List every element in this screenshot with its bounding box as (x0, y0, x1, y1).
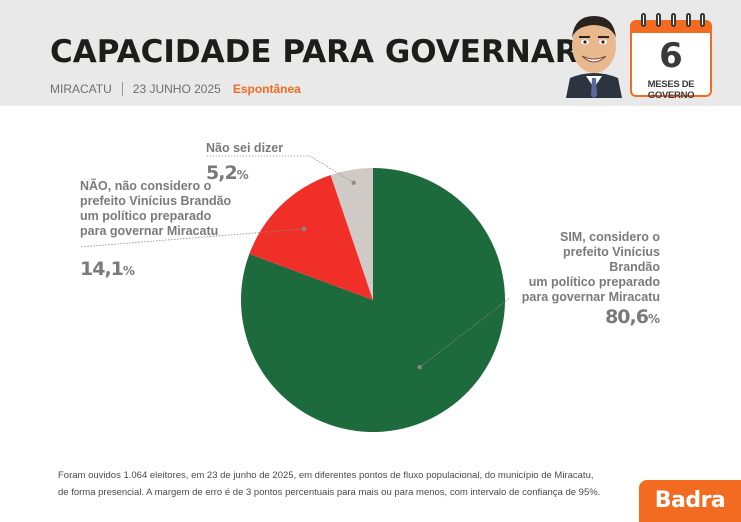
calendar-ring-icon (641, 13, 646, 27)
date-label: 23 JUNHO 2025 (132, 82, 221, 96)
label-nao-line: NÃO, não considero o (80, 179, 212, 193)
calendar-ring-icon (671, 13, 676, 27)
pct-nao-sei-value: 5,2 (206, 162, 238, 184)
pct-nao-sei: 5,2% (206, 162, 249, 184)
leader-line (206, 155, 354, 184)
header-band: CAPACIDADE PARA GOVERNAR MIRACATU 23 JUN… (0, 0, 741, 106)
label-sim-line: para governar Miracatu (521, 290, 660, 304)
pct-unit: % (236, 168, 249, 182)
label-sim-line: SIM, considero o (559, 230, 660, 244)
label-nao-line: para governar Miracatu (80, 224, 219, 238)
calendar-badge: 6 MESES DE GOVERNO (630, 13, 712, 101)
badra-logo: Badra (639, 480, 741, 522)
pct-sim: 80,6% (560, 306, 660, 328)
pie-slice-nao-sei (330, 168, 373, 300)
label-sim-line: prefeito Vinícius Brandão (562, 245, 660, 274)
calendar-ring-icon (700, 13, 705, 27)
calendar-top-bar (632, 22, 710, 33)
leader-dot (417, 365, 422, 370)
meta-line: MIRACATU 23 JUNHO 2025 Espontânea (50, 82, 301, 96)
pct-unit: % (122, 264, 135, 278)
label-sim-line: um político preparado (528, 275, 660, 289)
page-title: CAPACIDADE PARA GOVERNAR (50, 34, 579, 70)
city-label: MIRACATU (50, 82, 112, 96)
footnote-line: de forma presencial. A margem de erro é … (58, 487, 601, 498)
calendar-ring-icon (656, 13, 661, 27)
methodology-footnote: Foram ouvidos 1.064 eleitores, em 23 de … (58, 467, 618, 501)
mayor-caricature-icon (566, 16, 622, 98)
label-sim: SIM, considero o prefeito Vinícius Brand… (510, 230, 660, 305)
label-nao-sei: Não sei dizer (206, 141, 283, 156)
pie-slice-nao (249, 174, 373, 300)
leader-line (79, 228, 305, 248)
meta-divider (121, 82, 123, 96)
pct-unit: % (647, 312, 660, 326)
pie-chart-area: Não sei dizer 5,2% NÃO, não considero o … (0, 106, 741, 466)
label-nao-line: prefeito Vinícius Brandão (80, 194, 232, 208)
label-nao-line: um político preparado (80, 209, 212, 223)
label-nao-sei-line: Não sei dizer (206, 141, 284, 155)
calendar-label: MESES DE GOVERNO (647, 79, 695, 101)
pie-chart (79, 155, 511, 432)
leader-line (419, 297, 511, 368)
calendar-number: 6 (659, 36, 683, 76)
calendar-ring-icon (686, 13, 691, 27)
leader-dot (351, 180, 356, 185)
pct-sim-value: 80,6 (605, 306, 649, 328)
survey-type-tag: Espontânea (232, 82, 301, 96)
pct-nao: 14,1% (80, 258, 135, 280)
leader-dot (301, 226, 307, 232)
label-nao: NÃO, não considero o prefeito Vinícius B… (80, 179, 231, 239)
footnote-line: Foram ouvidos 1.064 eleitores, em 23 de … (58, 470, 594, 481)
pct-nao-value: 14,1 (80, 258, 124, 280)
